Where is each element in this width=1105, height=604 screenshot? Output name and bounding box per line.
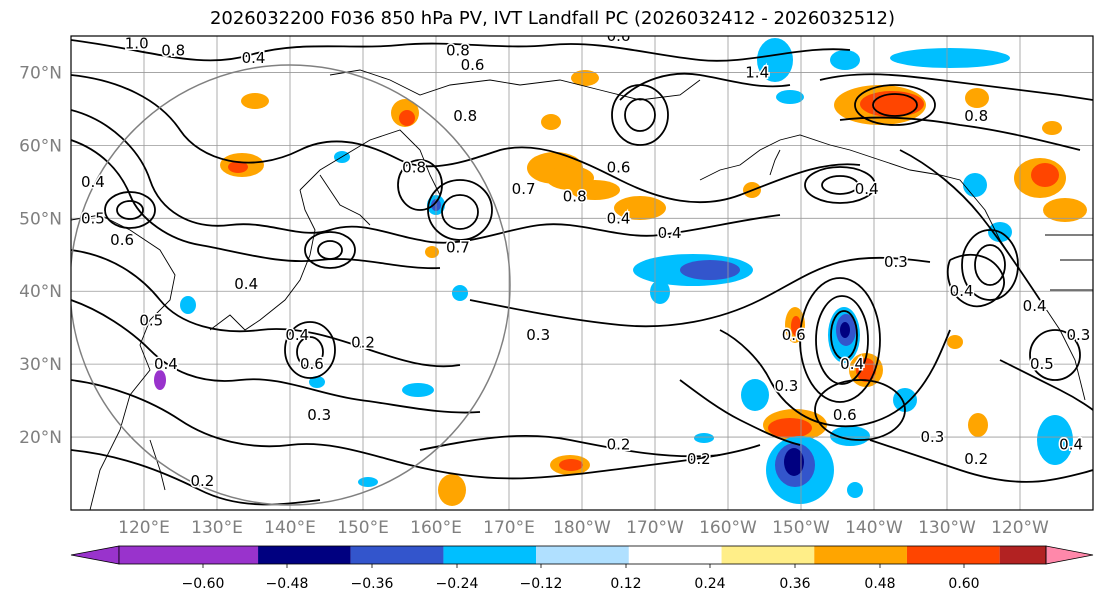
- lat-label: 40°N: [19, 282, 62, 302]
- lon-label: 150°W: [772, 518, 830, 538]
- contour-label: 0.2: [190, 472, 214, 490]
- colorbar-segment: [536, 546, 629, 564]
- latitude-labels: 70°N 60°N 50°N 40°N 30°N 20°N: [19, 63, 62, 448]
- contour-label: 0.4: [234, 275, 258, 293]
- colorbar-label: −0.24: [436, 576, 479, 592]
- lon-label: 120°W: [991, 518, 1049, 538]
- colorbar-segment: [628, 546, 722, 564]
- contour-label: 0.5: [81, 209, 105, 227]
- lat-label: 60°N: [19, 136, 62, 156]
- lon-label: 180°W: [553, 518, 611, 538]
- contour-label: 0.7: [446, 238, 470, 256]
- contour-label: 0.2: [964, 450, 988, 468]
- colorbar-segment: [258, 546, 351, 564]
- contour-label: 0.3: [774, 377, 798, 395]
- contour-label: 0.8: [161, 42, 185, 60]
- pv-contours: [71, 39, 1093, 506]
- contour-label: 0.3: [920, 428, 944, 446]
- lon-label: 140°E: [264, 518, 316, 538]
- contour-label: 1.4: [745, 63, 769, 81]
- lon-label: 170°W: [626, 518, 684, 538]
- colorbar-label: 0.36: [779, 576, 810, 592]
- contour-label: 0.2: [351, 333, 375, 351]
- lon-label: 130°E: [191, 518, 243, 538]
- colorbar: [70, 545, 1094, 565]
- colorbar-extend-min: [70, 545, 120, 565]
- lon-label: 120°E: [118, 518, 170, 538]
- map-frame: [70, 35, 1094, 511]
- colorbar-label: 0.24: [694, 576, 725, 592]
- contour-label: 0.4: [285, 326, 309, 344]
- contour-label: 0.6: [833, 406, 857, 424]
- contour-label: 0.3: [1066, 326, 1090, 344]
- contour-label: 0.6: [607, 27, 631, 45]
- contour-label: 0.7: [512, 180, 536, 198]
- contour-label: 0.5: [1030, 355, 1054, 373]
- range-ring: [71, 64, 511, 506]
- contour-label: 0.4: [242, 49, 266, 67]
- contour-label: 0.6: [110, 231, 134, 249]
- contour-label: 0.4: [1059, 435, 1083, 453]
- colorbar-segment: [721, 546, 815, 564]
- colorbar-labels: −0.60 −0.48 −0.36 −0.24 −0.12 0.12 0.24 0.36 0.4…: [182, 564, 980, 592]
- contour-label: 0.4: [840, 355, 864, 373]
- colorbar-segment: [814, 546, 907, 564]
- colorbar-label: −0.48: [266, 576, 309, 592]
- lon-label: 170°E: [483, 518, 535, 538]
- contour-labels: 1.0 0.8 0.4 0.80.60.61.40.80.80.7 0.80.60.40…: [79, 27, 1091, 491]
- contour-label: 0.3: [307, 406, 331, 424]
- contour-label: 0.5: [139, 311, 163, 329]
- colorbar-label: −0.12: [520, 576, 563, 592]
- longitude-labels: 120°E 130°E 140°E 150°E 160°E 170°E 180°W 170°W…: [118, 518, 1049, 538]
- lat-label: 30°N: [19, 355, 62, 375]
- contour-label: 0.4: [154, 355, 178, 373]
- contour-label: 0.2: [687, 450, 711, 468]
- colorbar-label: 0.60: [948, 576, 979, 592]
- negative-anomaly-patches: [154, 38, 1073, 504]
- contour-label: 0.4: [1023, 297, 1047, 315]
- lat-label: 70°N: [19, 63, 62, 83]
- contour-label: 1.0: [125, 34, 149, 52]
- contour-label: 0.8: [964, 107, 988, 125]
- lon-label: 140°W: [845, 518, 903, 538]
- colorbar-segment: [443, 546, 537, 564]
- colorbar-label: −0.36: [351, 576, 394, 592]
- contour-label: 0.4: [658, 224, 682, 242]
- contour-label: 0.3: [884, 253, 908, 271]
- lat-label: 20°N: [19, 428, 62, 448]
- colorbar-extend-max: [1045, 545, 1094, 565]
- pv-closed-contours: [104, 84, 1081, 441]
- lon-label: 160°W: [699, 518, 757, 538]
- contour-label: 0.2: [607, 435, 631, 453]
- contour-label: 0.4: [950, 282, 974, 300]
- map-title: 2026032200 F036 850 hPa PV, IVT Landfall…: [209, 8, 896, 29]
- colorbar-segment: [119, 546, 259, 564]
- contour-label: 0.8: [453, 107, 477, 125]
- lon-label: 130°W: [918, 518, 976, 538]
- contour-label: 0.4: [81, 173, 105, 191]
- contour-label: 0.6: [607, 158, 631, 176]
- colorbar-label: 0.12: [610, 576, 641, 592]
- colorbar-label: −0.60: [182, 576, 225, 592]
- contour-label: 0.8: [402, 158, 426, 176]
- colorbar-segment: [999, 546, 1046, 564]
- colorbar-segment: [906, 546, 1000, 564]
- colorbar-label: 0.48: [864, 576, 895, 592]
- contour-label: 0.4: [607, 209, 631, 227]
- colorbar-segment: [350, 546, 444, 564]
- lon-label: 160°E: [410, 518, 462, 538]
- contour-label: 0.8: [563, 187, 587, 205]
- contour-label: 0.6: [461, 56, 485, 74]
- lon-label: 150°E: [337, 518, 389, 538]
- lat-label: 50°N: [19, 209, 62, 229]
- contour-label: 0.4: [855, 180, 879, 198]
- colorbar-outline: [118, 545, 1047, 565]
- contour-label: 0.6: [782, 326, 806, 344]
- contour-label: 0.6: [300, 355, 324, 373]
- contour-label: 0.3: [526, 326, 550, 344]
- contour-label: 0.8: [446, 42, 470, 60]
- coastlines: [71, 69, 1093, 510]
